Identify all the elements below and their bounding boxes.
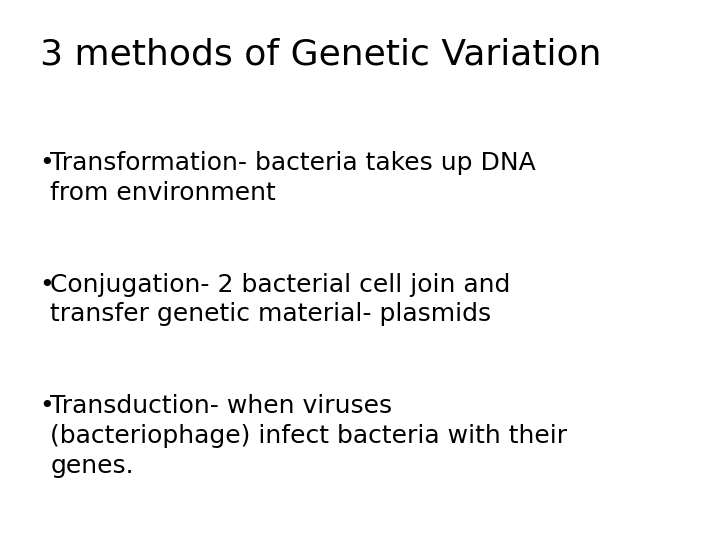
Text: 3 methods of Genetic Variation: 3 methods of Genetic Variation [40, 38, 601, 72]
Text: Transduction- when viruses
(bacteriophage) infect bacteria with their
genes.: Transduction- when viruses (bacteriophag… [50, 394, 567, 477]
Text: Transformation- bacteria takes up DNA
from environment: Transformation- bacteria takes up DNA fr… [50, 151, 536, 205]
Text: Conjugation- 2 bacterial cell join and
transfer genetic material- plasmids: Conjugation- 2 bacterial cell join and t… [50, 273, 510, 326]
Text: •: • [40, 151, 54, 175]
Text: •: • [40, 394, 54, 418]
Text: •: • [40, 273, 54, 296]
